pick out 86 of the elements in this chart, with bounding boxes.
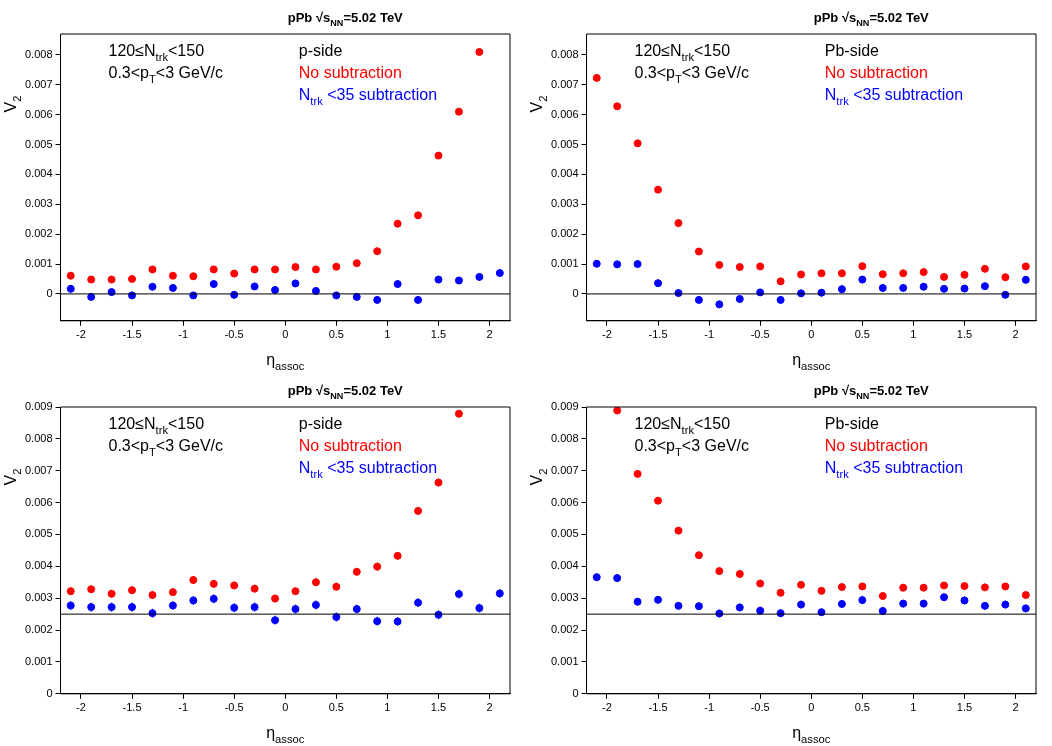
y-tick-label: 0.005 — [25, 527, 53, 540]
y-tick-label: 0.008 — [551, 47, 579, 60]
x-tick-label: 2 — [1012, 701, 1019, 714]
x-tick-label: 1 — [384, 328, 391, 341]
y-tick-label: 0.005 — [25, 137, 53, 150]
x-tick-label: -2 — [76, 328, 86, 341]
text: No subtraction — [824, 437, 928, 454]
y-tick-label: 0 — [572, 686, 579, 699]
x-tick-label: -1.5 — [648, 328, 668, 341]
y-tick-label: 0.001 — [25, 654, 53, 667]
x-tick-label: 1.5 — [956, 328, 973, 341]
y-tick-label: 0.002 — [25, 227, 53, 240]
x-tick-label: 0.5 — [854, 328, 870, 341]
annotation: p-side — [298, 42, 343, 59]
y-tick-label: 0 — [46, 686, 53, 699]
x-tick-label: -0.5 — [224, 328, 244, 341]
annotation: p-side — [298, 415, 343, 432]
y-tick-label: 0.008 — [551, 431, 579, 444]
text: No subtraction — [298, 437, 402, 454]
x-tick-label: -1 — [704, 701, 714, 714]
y-tick-label: 0.001 — [551, 654, 579, 667]
x-tick-label: 0 — [808, 328, 815, 341]
x-tick-label: 0.5 — [328, 328, 344, 341]
x-tick-label: -1 — [178, 328, 188, 341]
x-tick-label: -1 — [178, 701, 188, 714]
x-tick-label: -0.5 — [750, 701, 770, 714]
y-tick-label: 0 — [572, 286, 579, 299]
x-tick-label: -2 — [76, 701, 86, 714]
y-tick-label: 0.004 — [551, 559, 579, 572]
annotation: Pb-side — [824, 415, 880, 432]
x-tick-label: -1.5 — [122, 701, 142, 714]
x-tick-label: 1.5 — [430, 328, 447, 341]
y-tick-label: 0 — [46, 286, 53, 299]
x-tick-label: 1 — [910, 328, 917, 341]
y-tick-label: 0.009 — [25, 400, 53, 413]
y-tick-label: 0.001 — [551, 257, 579, 270]
y-tick-label: 0.007 — [25, 463, 53, 476]
y-tick-label: 0.006 — [25, 107, 53, 120]
text: No subtraction — [298, 64, 402, 81]
x-tick-label: -1 — [704, 328, 714, 341]
y-tick-label: 0.004 — [25, 167, 53, 180]
annotation: Pb-side — [824, 42, 880, 59]
y-axis-title: V2 — [528, 468, 549, 486]
x-tick-label: 1 — [910, 701, 917, 714]
x-tick-label: 1.5 — [430, 701, 447, 714]
y-tick-label: 0.004 — [551, 167, 579, 180]
x-tick-label: 2 — [486, 328, 493, 341]
y-tick-label: 0.008 — [25, 47, 53, 60]
y-axis-title: V2 — [528, 95, 549, 113]
y-tick-label: 0.003 — [25, 591, 53, 604]
y-axis-title: V2 — [2, 95, 23, 113]
x-tick-label: -2 — [602, 701, 612, 714]
x-tick-label: 2 — [486, 701, 493, 714]
y-tick-label: 0.007 — [25, 77, 53, 90]
y-tick-label: 0.001 — [25, 257, 53, 270]
y-tick-label: 0.006 — [25, 495, 53, 508]
y-tick-label: 0.004 — [25, 559, 53, 572]
x-tick-label: 1 — [384, 701, 391, 714]
x-tick-label: 0 — [282, 701, 289, 714]
x-tick-label: 0 — [808, 701, 815, 714]
y-tick-label: 0.002 — [551, 227, 579, 240]
x-tick-label: 0 — [282, 328, 289, 341]
x-tick-label: 1.5 — [956, 701, 973, 714]
x-tick-label: -1.5 — [122, 328, 142, 341]
x-tick-label: 2 — [1012, 328, 1019, 341]
y-tick-label: 0.008 — [25, 431, 53, 444]
x-tick-label: -0.5 — [750, 328, 770, 341]
y-tick-label: 0.003 — [551, 591, 579, 604]
y-tick-label: 0.007 — [551, 463, 579, 476]
x-tick-label: -1.5 — [648, 701, 668, 714]
y-tick-label: 0.002 — [25, 623, 53, 636]
x-tick-label: 0.5 — [854, 701, 870, 714]
y-tick-label: 0.005 — [551, 137, 579, 150]
x-tick-label: 0.5 — [328, 701, 344, 714]
y-tick-label: 0.007 — [551, 77, 579, 90]
y-tick-label: 0.005 — [551, 527, 579, 540]
y-tick-label: 0.006 — [551, 495, 579, 508]
y-tick-label: 0.003 — [25, 197, 53, 210]
y-axis-title: V2 — [2, 468, 23, 486]
y-tick-label: 0.009 — [551, 400, 579, 413]
x-tick-label: -0.5 — [224, 701, 244, 714]
text: No subtraction — [824, 64, 928, 81]
y-tick-label: 0.003 — [551, 197, 579, 210]
x-tick-label: -2 — [602, 328, 612, 341]
y-tick-label: 0.006 — [551, 107, 579, 120]
y-tick-label: 0.002 — [551, 623, 579, 636]
